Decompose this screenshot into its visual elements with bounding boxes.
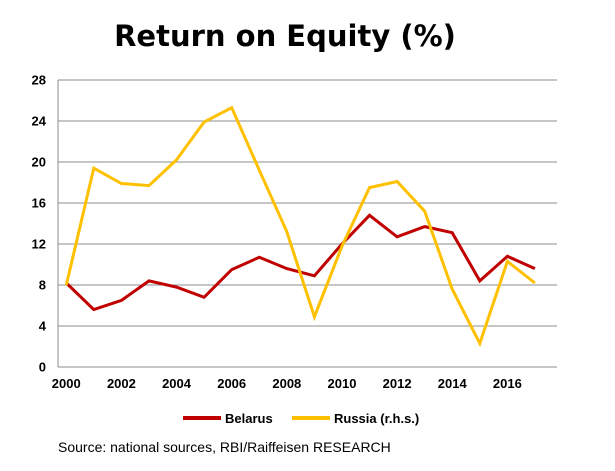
x-tick-label: 2010 bbox=[328, 376, 357, 391]
legend: Belarus Russia (r.h.s.) bbox=[183, 411, 419, 426]
x-tick-label: 2008 bbox=[272, 376, 301, 391]
x-axis-ticks: 2000 2002 2004 2006 2008 2010 2012 2014 2016 bbox=[52, 376, 522, 391]
y-tick-label: 0 bbox=[39, 360, 46, 375]
y-tick-label: 24 bbox=[32, 114, 47, 129]
y-axis-ticks: 0 4 8 12 16 20 24 28 bbox=[32, 73, 47, 375]
source-note: Source: national sources, RBI/Raiffeisen… bbox=[58, 439, 391, 455]
y-tick-label: 16 bbox=[32, 196, 46, 211]
legend-label-russia: Russia (r.h.s.) bbox=[334, 411, 419, 426]
x-tick-label: 2016 bbox=[493, 376, 522, 391]
y-tick-label: 12 bbox=[32, 237, 46, 252]
series-lines bbox=[64, 105, 536, 348]
y-tick-label: 20 bbox=[32, 155, 46, 170]
chart-title: Return on Equity (%) bbox=[114, 19, 456, 53]
series-line-belarus bbox=[65, 213, 536, 312]
x-tick-label: 2012 bbox=[383, 376, 412, 391]
axes bbox=[57, 80, 557, 368]
y-tick-label: 8 bbox=[39, 278, 46, 293]
legend-label-belarus: Belarus bbox=[225, 411, 273, 426]
y-tick-label: 4 bbox=[39, 319, 47, 334]
x-tick-label: 2002 bbox=[107, 376, 136, 391]
x-tick-label: 2004 bbox=[162, 376, 192, 391]
x-tick-label: 2014 bbox=[438, 376, 468, 391]
series-line-russia bbox=[64, 105, 536, 348]
y-tick-label: 28 bbox=[32, 73, 46, 88]
x-tick-label: 2000 bbox=[52, 376, 81, 391]
gridlines bbox=[58, 79, 557, 327]
x-tick-label: 2006 bbox=[217, 376, 246, 391]
